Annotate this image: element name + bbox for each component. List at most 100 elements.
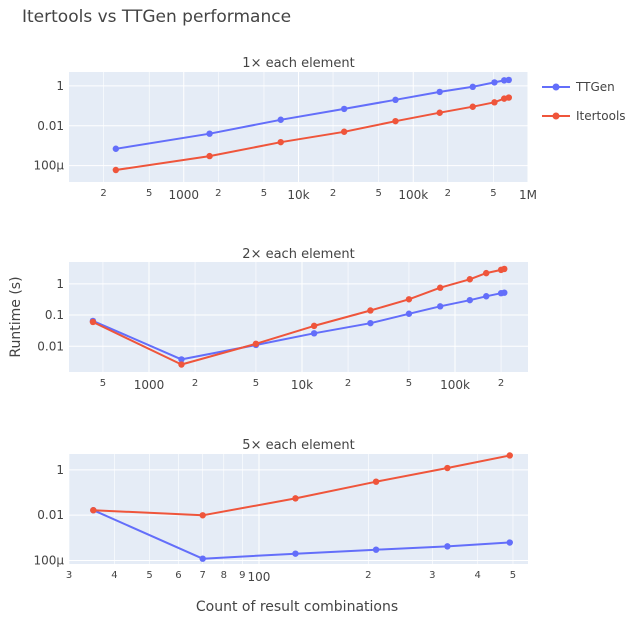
plot-area-3 — [69, 454, 528, 564]
x-tick-label: 1000 — [168, 188, 199, 202]
data-point-itertools — [436, 109, 443, 116]
y-tick-label: 1 — [56, 79, 64, 93]
data-point-itertools — [277, 138, 284, 146]
x-tick-label: 100k — [440, 378, 470, 392]
y-tick-label: 1 — [56, 463, 64, 477]
data-point-ttgen — [199, 555, 206, 562]
data-point-ttgen — [505, 76, 512, 84]
data-point-ttgen — [292, 550, 299, 557]
x-tick-label: 4 — [111, 570, 117, 581]
x-tick-label: 5 — [146, 188, 152, 199]
data-point-itertools — [466, 276, 474, 283]
y-tick-label: 1 — [56, 277, 64, 291]
data-point-ttgen — [112, 145, 120, 152]
data-point-itertools — [505, 94, 512, 101]
data-point-itertools — [501, 265, 508, 273]
data-point-itertools — [112, 166, 120, 174]
data-point-itertools — [252, 340, 260, 348]
data-point-ttgen — [392, 96, 399, 104]
legend-item-ttgen[interactable]: TTGen — [542, 80, 615, 94]
series-line-itertools — [115, 96, 510, 171]
x-tick-label: 2 — [215, 188, 221, 199]
x-tick-label: 10k — [287, 188, 309, 202]
x-tick-label: 1M — [519, 188, 537, 202]
x-tick-label: 5 — [490, 188, 496, 199]
y-tick-label: 100μ — [33, 553, 64, 567]
x-tick-label: 2 — [365, 570, 371, 581]
data-point-ttgen — [436, 88, 443, 96]
legend[interactable]: TTGen Itertools — [542, 80, 626, 123]
x-tick-label: 1000 — [134, 378, 165, 392]
data-point-itertools — [392, 117, 399, 125]
data-point-ttgen — [469, 83, 476, 91]
data-point-ttgen — [491, 79, 498, 86]
x-tick-label: 4 — [475, 570, 481, 581]
data-point-itertools — [340, 128, 348, 135]
data-point-ttgen — [206, 130, 213, 137]
x-tick-label: 5 — [100, 378, 106, 389]
data-point-ttgen — [367, 319, 374, 327]
data-point-ttgen — [405, 310, 413, 317]
x-tick-label: 5 — [261, 188, 267, 199]
x-tick-label: 7 — [200, 570, 206, 581]
x-tick-label: 3 — [66, 570, 72, 581]
data-point-ttgen — [466, 296, 474, 304]
data-point-itertools — [178, 361, 185, 368]
data-point-itertools — [310, 322, 318, 330]
series-line-ttgen — [92, 509, 510, 560]
x-tick-label: 2 — [192, 378, 198, 389]
plot-area-2 — [69, 262, 528, 372]
x-tick-label: 2 — [100, 188, 106, 199]
data-point-itertools — [199, 512, 206, 519]
legend-label-itertools: Itertools — [576, 109, 626, 123]
x-axis-title: Count of result combinations — [196, 599, 398, 615]
legend-marker-ttgen — [552, 83, 560, 91]
x-tick-label: 2 — [330, 188, 336, 199]
legend-marker-itertools — [552, 112, 560, 120]
subplot-title-3: 5× each element — [242, 438, 354, 453]
x-tick-label: 8 — [221, 570, 227, 581]
x-tick-label: 9 — [239, 570, 245, 581]
data-point-itertools — [444, 464, 451, 472]
data-point-ttgen — [501, 289, 508, 296]
data-point-itertools — [506, 452, 513, 459]
subplot-3: 5× each element 3 4 5 6 7 8 9 100 2 3 4 5 1 0.01 100μ — [33, 438, 528, 584]
subplot-title-2: 2× each element — [242, 247, 354, 262]
data-point-itertools — [436, 284, 444, 291]
data-point-ttgen — [444, 543, 451, 550]
x-tick-label: 5 — [376, 188, 382, 199]
x-tick-label: 100 — [248, 570, 271, 584]
y-tick-label: 0.1 — [45, 308, 64, 322]
legend-item-itertools[interactable]: Itertools — [542, 109, 626, 123]
data-point-ttgen — [178, 356, 185, 363]
data-point-itertools — [405, 296, 413, 303]
data-point-itertools — [90, 507, 97, 514]
data-point-itertools — [292, 495, 299, 502]
data-point-itertools — [372, 478, 380, 485]
y-tick-label: 100μ — [33, 159, 64, 173]
x-tick-label: 2 — [345, 378, 351, 389]
y-tick-label: 0.01 — [37, 339, 64, 353]
x-tick-label: 3 — [429, 570, 435, 581]
data-point-itertools — [469, 103, 476, 110]
data-point-itertools — [367, 307, 374, 314]
data-point-ttgen — [277, 116, 284, 123]
x-tick-label: 5 — [253, 378, 259, 389]
data-point-ttgen — [436, 303, 444, 310]
data-point-itertools — [206, 152, 213, 160]
data-point-itertools — [483, 269, 490, 277]
data-point-ttgen — [310, 330, 318, 337]
x-tick-label: 10k — [291, 378, 313, 392]
x-tick-label: 2 — [498, 378, 504, 389]
data-point-ttgen — [500, 77, 508, 84]
data-point-ttgen — [372, 546, 380, 553]
x-tick-label: 6 — [175, 570, 181, 581]
x-tick-label: 5 — [406, 378, 412, 389]
y-tick-label: 0.01 — [37, 119, 64, 133]
subplot-2: 2× each element 5 1000 2 5 10k 2 5 100k 2 1 0.1 0.01 — [37, 247, 528, 392]
x-tick-label: 2 — [445, 188, 451, 199]
legend-label-ttgen: TTGen — [575, 80, 615, 94]
data-point-ttgen — [340, 105, 348, 113]
chart-title: Itertools vs TTGen performance — [22, 7, 291, 27]
